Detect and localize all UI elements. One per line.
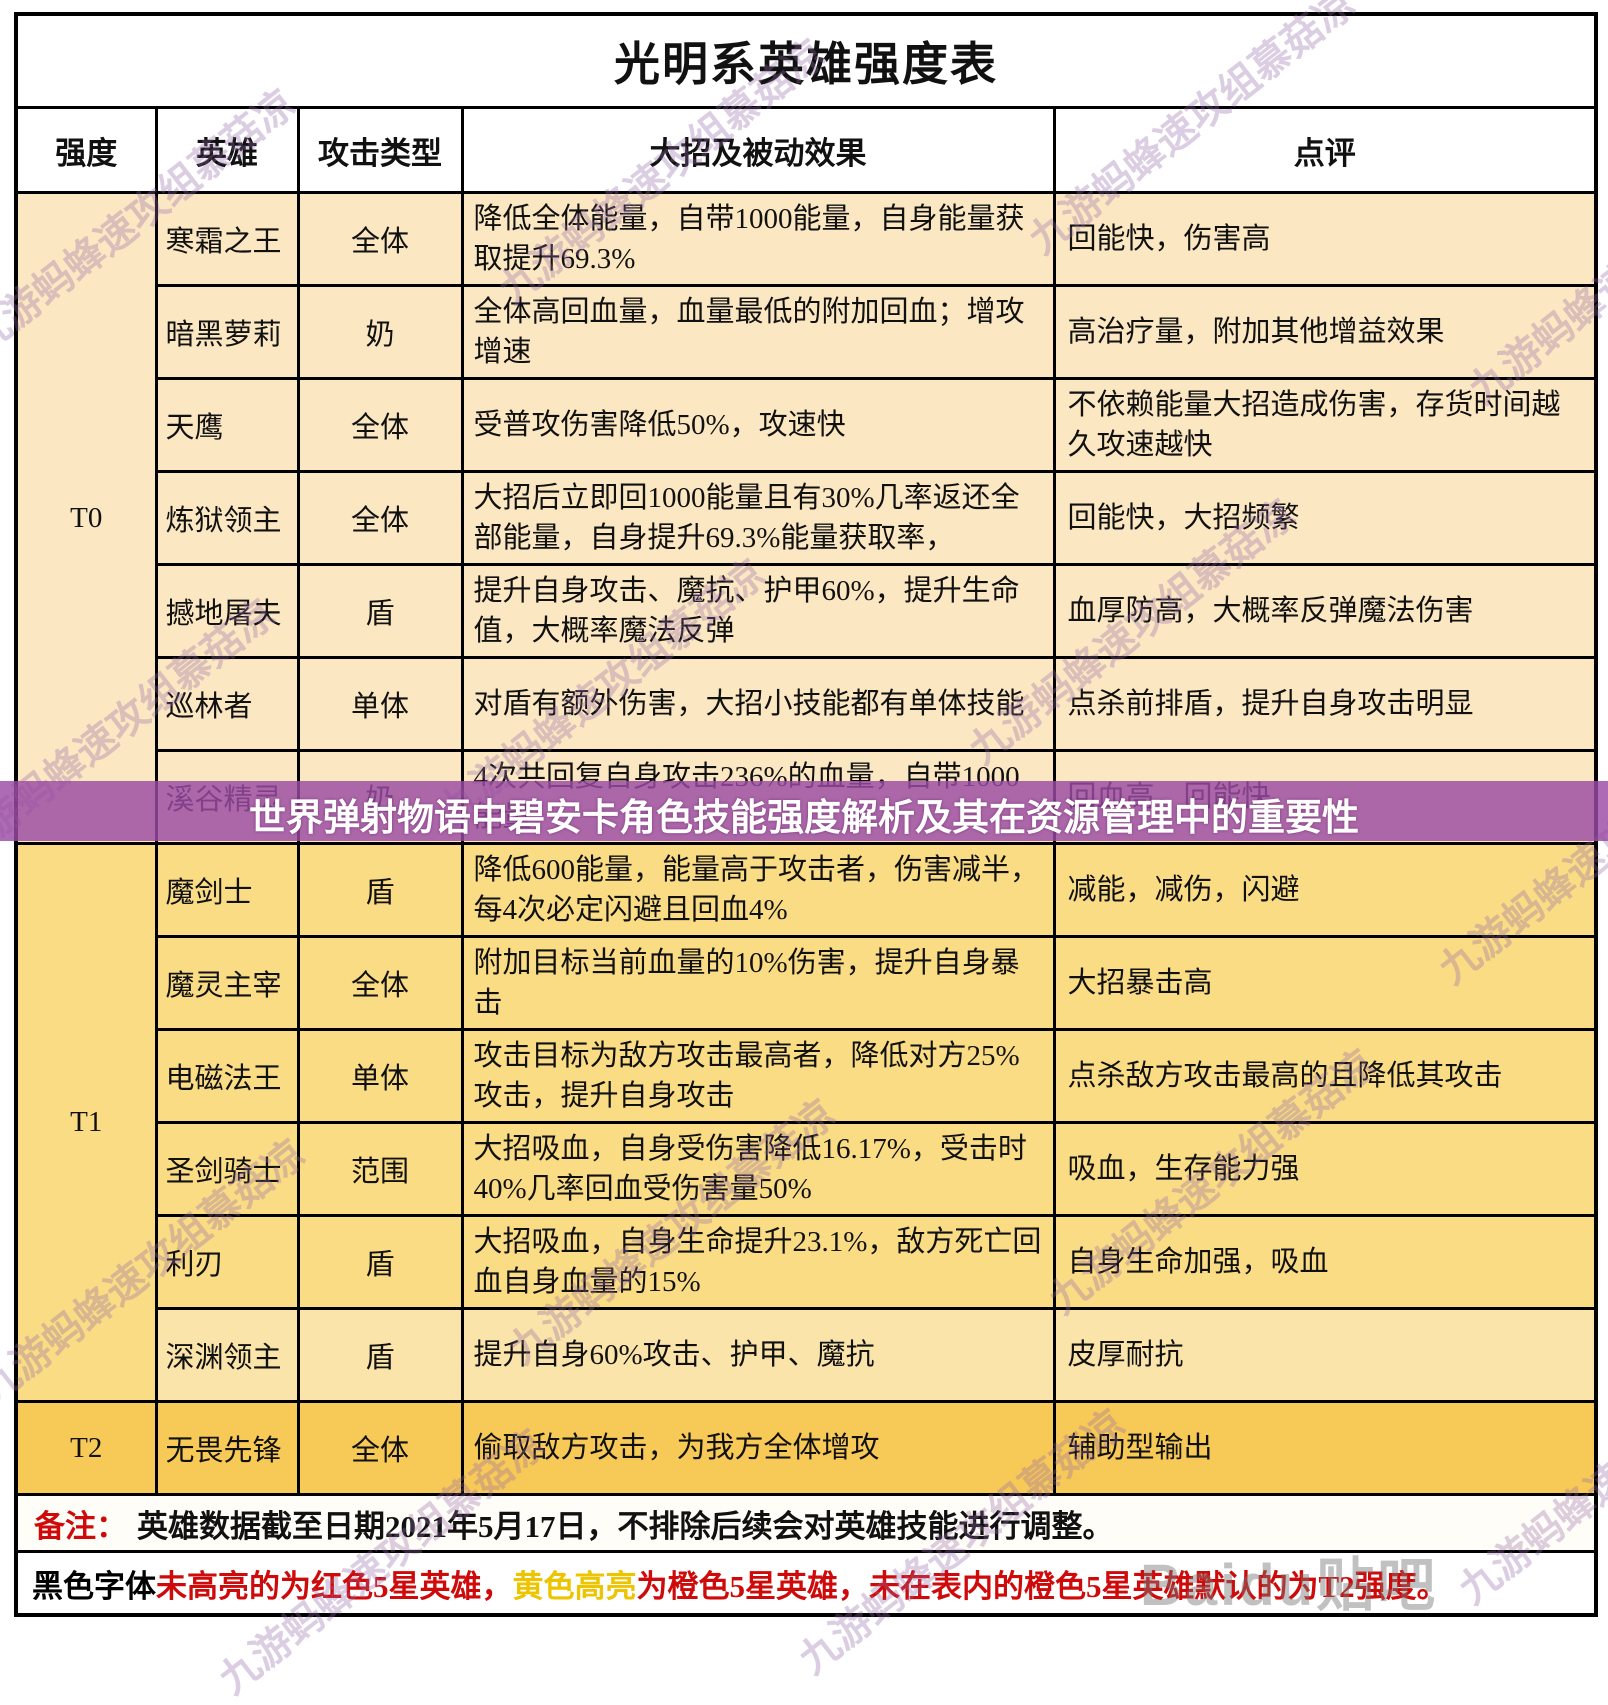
comment-cell: 点杀敌方攻击最高的且降低其攻击 [1052,1028,1598,1124]
article-title-banner: 世界弹射物语中碧安卡角色技能强度解析及其在资源管理中的重要性 [0,781,1608,841]
hero-row: 利刃盾大招吸血，自身生命提升23.1%，敌方死亡回血自身血量的15% 自身生命加强… [16,1214,1598,1310]
type-cell: 全体 [296,470,464,566]
comment-cell: 辅助型输出 [1052,1400,1598,1496]
effect-cell: 大招后立即回1000能量且有30%几率返还全部能量，自身提升69.3%能量获取率… [460,470,1056,566]
comment-cell: 减能，减伤，闪避 [1052,842,1598,938]
note-label: 备注： [34,1508,127,1544]
hero-row: 深渊领主盾提升自身60%攻击、护甲、魔抗 皮厚耐抗 [16,1307,1598,1403]
hero-cell: 魔剑士 [154,842,300,938]
tier-table-sheet: 光明系英雄强度表 强度 英雄 攻击类型 大招及被动效果 点评 T0 寒霜之王 全体降… [14,12,1598,1617]
comment-cell: 不依赖能量大招造成伤害，存货时间越久攻速越快 [1052,377,1598,473]
effect-cell: 降低全体能量，自带1000能量，自身能量获取提升69.3% [460,191,1056,287]
hero-cell: 电磁法王 [154,1028,300,1124]
type-cell: 全体 [296,935,464,1031]
comment-cell: 自身生命加强，吸血 [1052,1214,1598,1310]
hero-row: 电磁法王 单体 攻击目标为敌方攻击最高者，降低对方25%攻击，提升自身攻击 点杀敌方攻… [16,1028,1598,1124]
page-title: 光明系英雄强度表 [14,12,1598,109]
type-cell: 奶 [296,284,464,380]
effect-cell: 降低600能量，能量高于攻击者，伤害减半，每4次必定闪避且回血4% [460,842,1056,938]
hero-cell: 深渊领主 [154,1307,300,1403]
tier-label: T2 [14,1400,158,1496]
type-cell: 全体 [296,191,464,287]
hero-row: T2 无畏先锋 全体 偷取敌方攻击，为我方全体增攻 辅助型输出 [14,1400,1598,1496]
legend-segment: 黑色字体 [32,1568,156,1604]
comment-cell: 高治疗量，附加其他增益效果 [1052,284,1598,380]
column-header-comment: 点评 [1052,106,1598,194]
legend-segment: 黄色高亮 [512,1568,637,1604]
type-cell: 全体 [296,1400,464,1496]
effect-cell: 全体高回血量，血量最低的附加回血；增攻增速 [460,284,1056,380]
hero-row: 暗黑萝莉奶全体高回血量，血量最低的附加回血；增攻增速 高治疗量，附加其他增益效果 [16,284,1598,380]
note-cell: 备注： 英雄数据截至日期2021年5月17日，不排除后续会对英雄技能进行调整。 [14,1493,1598,1553]
effect-cell: 受普攻伤害降低50%，攻速快 [460,377,1056,473]
comment-cell: 回能快，大招频繁 [1052,470,1598,566]
tier-label: T0 [14,191,158,845]
tier-table: 光明系英雄强度表 强度 英雄 攻击类型 大招及被动效果 点评 T0 寒霜之王 全体降… [14,12,1598,1617]
legend-segment: 为橙色5星英雄， [636,1568,870,1604]
hero-row: 天鹰 全体 受普攻伤害降低50%，攻速快 不依赖能量大招造成伤害，存货时间越久攻速越快 [16,377,1598,473]
type-cell: 盾 [296,563,464,659]
effect-cell: 大招吸血，自身生命提升23.1%，敌方死亡回血自身血量的15% [460,1214,1056,1310]
hero-row: 炼狱领主 全体 大招后立即回1000能量且有30%几率返还全部能量，自身提升69.3… [16,470,1598,566]
hero-cell: 无畏先锋 [154,1400,300,1496]
type-cell: 盾 [296,842,464,938]
hero-row: 魔灵主宰 全体 附加目标当前血量的10%伤害，提升自身暴击 大招暴击高 [16,935,1598,1031]
effect-cell: 攻击目标为敌方攻击最高者，降低对方25%攻击，提升自身攻击 [460,1028,1056,1124]
comment-cell: 皮厚耐抗 [1052,1307,1598,1403]
hero-cell: 魔灵主宰 [154,935,300,1031]
header-row: 强度 英雄 攻击类型 大招及被动效果 点评 [14,106,1598,194]
hero-cell: 利刃 [154,1214,300,1310]
title-row: 光明系英雄强度表 [14,12,1598,109]
note-row: 备注： 英雄数据截至日期2021年5月17日，不排除后续会对英雄技能进行调整。 [14,1493,1598,1553]
hero-cell: 巡林者 [154,656,300,752]
type-cell: 范围 [296,1121,464,1217]
type-cell: 单体 [296,656,464,752]
hero-cell: 暗黑萝莉 [154,284,300,380]
type-cell: 盾 [296,1214,464,1310]
type-cell: 盾 [296,1307,464,1403]
note-text: 英雄数据截至日期2021年5月17日，不排除后续会对英雄技能进行调整。 [137,1508,1114,1544]
comment-cell: 吸血，生存能力强 [1052,1121,1598,1217]
hero-cell: 撼地屠夫 [154,563,300,659]
effect-cell: 对盾有额外伤害，大招小技能都有单体技能 [460,656,1056,752]
effect-cell: 提升自身攻击、魔抗、护甲60%，提升生命值，大概率魔法反弹 [460,563,1056,659]
legend-row: 黑色字体未高亮的为红色5星英雄，黄色高亮为橙色5星英雄，未在表内的橙色5星英雄默… [14,1550,1598,1617]
hero-cell: 圣剑骑士 [154,1121,300,1217]
hero-row: T1 魔剑士盾降低600能量，能量高于攻击者，伤害减半，每4次必定闪避且回血4% 减… [14,842,1598,1403]
legend-cell: 黑色字体未高亮的为红色5星英雄，黄色高亮为橙色5星英雄，未在表内的橙色5星英雄默… [14,1550,1598,1617]
effect-cell: 偷取敌方攻击，为我方全体增攻 [460,1400,1056,1496]
comment-cell: 大招暴击高 [1052,935,1598,1031]
legend-segment: 未高亮的为红色5星英雄， [156,1568,513,1604]
type-cell: 全体 [296,377,464,473]
comment-cell: 点杀前排盾，提升自身攻击明显 [1052,656,1598,752]
column-header-type: 攻击类型 [296,106,464,194]
hero-cell: 寒霜之王 [154,191,300,287]
effect-cell: 附加目标当前血量的10%伤害，提升自身暴击 [460,935,1056,1031]
type-cell: 单体 [296,1028,464,1124]
comment-cell: 血厚防高，大概率反弹魔法伤害 [1052,563,1598,659]
hero-row: 圣剑骑士 范围 大招吸血，自身受伤害降低16.17%，受击时40%几率回血受伤害量5… [16,1121,1598,1217]
hero-cell: 天鹰 [154,377,300,473]
hero-row: 巡林者 单体 对盾有额外伤害，大招小技能都有单体技能 点杀前排盾，提升自身攻击明显 [16,656,1598,752]
hero-row: T0 寒霜之王 全体 降低全体能量，自带1000能量，自身能量获取提升69.3% 回能快… [14,191,1598,845]
column-header-effect: 大招及被动效果 [460,106,1056,194]
column-header-tier: 强度 [14,106,158,194]
tier-label: T1 [14,842,158,1403]
comment-cell: 回能快，伤害高 [1052,191,1598,287]
effect-cell: 大招吸血，自身受伤害降低16.17%，受击时40%几率回血受伤害量50% [460,1121,1056,1217]
article-title-text: 世界弹射物语中碧安卡角色技能强度解析及其在资源管理中的重要性 [249,796,1359,838]
legend-segment: 未在表内的橙色5星英雄默认的为T2强度。 [869,1568,1448,1604]
column-header-hero: 英雄 [154,106,300,194]
hero-cell: 炼狱领主 [154,470,300,566]
effect-cell: 提升自身60%攻击、护甲、魔抗 [460,1307,1056,1403]
hero-row: 撼地屠夫盾提升自身攻击、魔抗、护甲60%，提升生命值，大概率魔法反弹 血厚防高，大… [16,563,1598,659]
